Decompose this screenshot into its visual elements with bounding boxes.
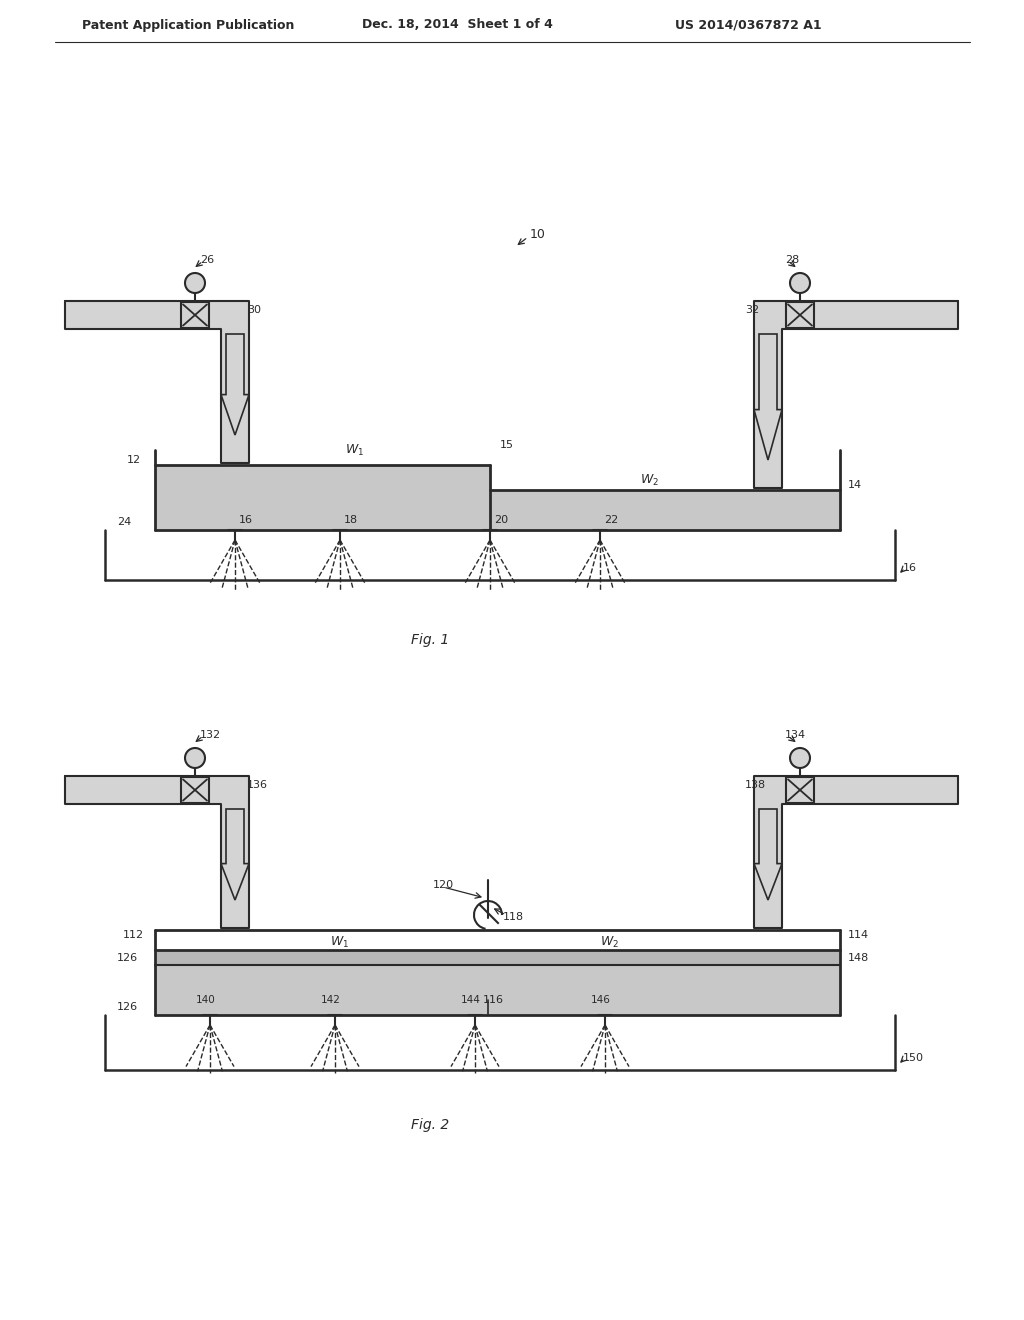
Text: 142: 142	[321, 995, 341, 1005]
Polygon shape	[65, 776, 249, 928]
Text: Dec. 18, 2014  Sheet 1 of 4: Dec. 18, 2014 Sheet 1 of 4	[362, 18, 553, 32]
Text: 26: 26	[200, 255, 214, 265]
Text: 132: 132	[200, 730, 221, 741]
Bar	[155, 950, 840, 1015]
FancyArrow shape	[754, 334, 782, 459]
Bar	[786, 777, 814, 803]
Text: $W_1$: $W_1$	[330, 935, 349, 949]
FancyArrow shape	[221, 334, 249, 436]
Text: 120: 120	[433, 880, 454, 890]
Text: 116: 116	[483, 995, 504, 1005]
Text: 144: 144	[461, 995, 481, 1005]
Text: 126: 126	[117, 1002, 138, 1012]
FancyArrow shape	[754, 809, 782, 900]
Text: 138: 138	[745, 780, 766, 789]
Polygon shape	[65, 301, 249, 463]
Text: 134: 134	[785, 730, 806, 741]
Text: 30: 30	[247, 305, 261, 315]
Text: $W_1$: $W_1$	[345, 442, 365, 458]
Text: Fig. 1: Fig. 1	[411, 634, 450, 647]
Text: 16: 16	[903, 564, 918, 573]
Text: 24: 24	[117, 517, 131, 527]
Polygon shape	[754, 301, 958, 488]
Text: 28: 28	[785, 255, 800, 265]
Text: 146: 146	[591, 995, 611, 1005]
Text: 126: 126	[117, 953, 138, 964]
Bar	[786, 302, 814, 327]
Text: 15: 15	[500, 440, 514, 450]
Text: 32: 32	[745, 305, 759, 315]
Circle shape	[790, 748, 810, 768]
Polygon shape	[754, 776, 958, 928]
Text: 16: 16	[239, 515, 253, 525]
Bar	[155, 465, 490, 531]
Circle shape	[185, 273, 205, 293]
Bar	[181, 777, 209, 803]
Text: 112: 112	[123, 931, 144, 940]
Text: 150: 150	[903, 1053, 924, 1063]
Text: 118: 118	[503, 912, 524, 921]
Text: Patent Application Publication: Patent Application Publication	[82, 18, 294, 32]
Text: 10: 10	[530, 228, 546, 242]
Text: $W_2$: $W_2$	[600, 935, 618, 949]
Circle shape	[790, 273, 810, 293]
Text: 148: 148	[848, 953, 869, 964]
Text: 20: 20	[494, 515, 508, 525]
Bar	[490, 490, 840, 531]
Text: US 2014/0367872 A1: US 2014/0367872 A1	[675, 18, 821, 32]
Text: 12: 12	[127, 455, 141, 465]
Text: 114: 114	[848, 931, 869, 940]
Text: Fig. 2: Fig. 2	[411, 1118, 450, 1133]
Bar	[155, 950, 840, 965]
Text: 140: 140	[196, 995, 216, 1005]
Bar	[181, 302, 209, 327]
Text: 136: 136	[247, 780, 268, 789]
Text: 18: 18	[344, 515, 358, 525]
Circle shape	[185, 748, 205, 768]
FancyArrow shape	[221, 809, 249, 900]
Text: 14: 14	[848, 480, 862, 490]
Text: 22: 22	[604, 515, 618, 525]
Text: $W_2$: $W_2$	[640, 473, 659, 487]
